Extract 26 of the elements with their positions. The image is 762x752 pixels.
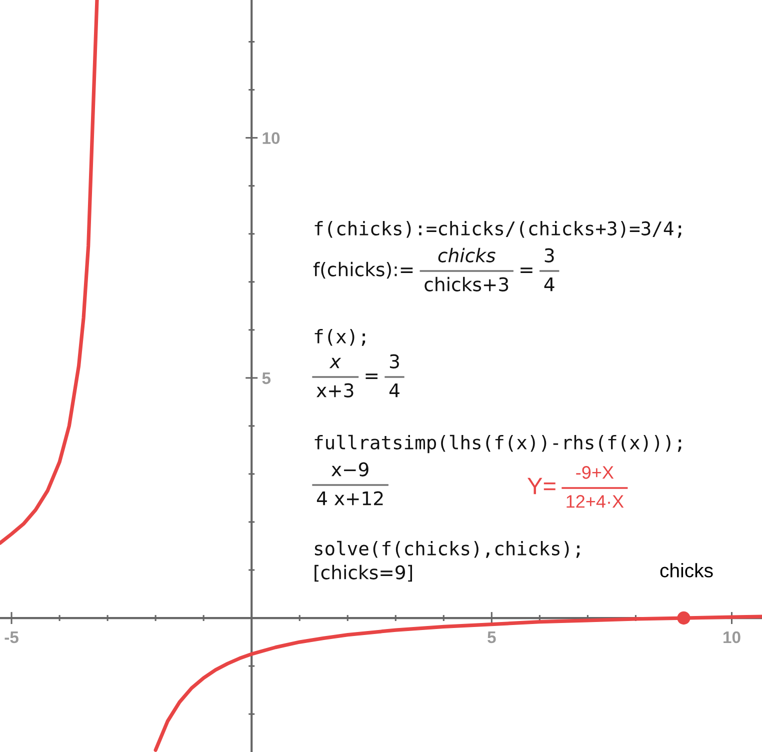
- annotation: chicks+3: [424, 276, 508, 292]
- annotation: 12+4·X: [566, 495, 624, 508]
- annotation: Y=: [528, 478, 556, 494]
- annotation: 3: [390, 354, 399, 368]
- line-series: [0, 0, 99, 545]
- annotation: x+3: [316, 383, 354, 398]
- annotation: chicks: [660, 563, 713, 578]
- annotation: fullratsimp(lhs(f(x))-rhs(f(x)));: [314, 434, 682, 454]
- annotation: =: [366, 374, 378, 379]
- x-tick-label: 5: [488, 632, 496, 644]
- annotation: f(x);: [314, 328, 366, 346]
- annotation: 4 x+12: [316, 491, 383, 506]
- annotation: x: [329, 358, 342, 368]
- annotation: f(chicks):=chicks/(chicks+3)=3/4;: [314, 220, 682, 238]
- annotation: solve(f(chicks),chicks);: [314, 540, 580, 558]
- annotation: -9+X: [576, 466, 614, 479]
- annotation: chicks: [438, 248, 496, 262]
- annotation: [chicks=9]: [314, 564, 412, 582]
- annotation: =: [520, 268, 532, 273]
- annotation: f(chicks):=: [313, 262, 413, 279]
- annotation: 3: [544, 248, 554, 262]
- x-tick-label: 10: [724, 631, 740, 644]
- annotation: 4: [389, 384, 400, 398]
- x-tick-label: -5: [4, 632, 18, 644]
- annotation: x−9: [331, 462, 368, 476]
- annotation: 4: [544, 278, 554, 292]
